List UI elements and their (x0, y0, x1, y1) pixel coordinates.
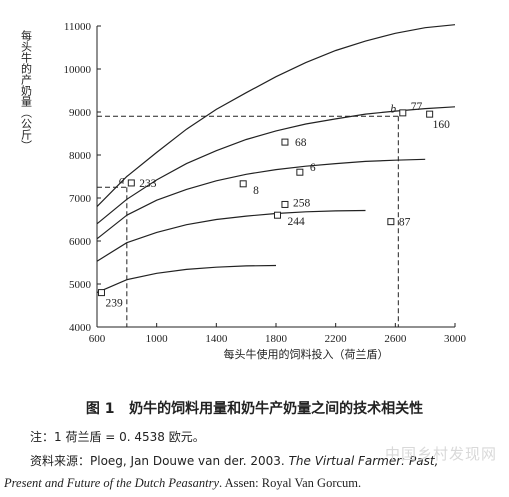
x-axis-label: 每头牛使用的饲料投入（荷兰盾） (224, 347, 389, 361)
figure-number: 图 1 (85, 401, 115, 417)
note: 注：1 荷兰盾 = 0. 4538 欧元。 (30, 430, 205, 444)
x-tick-label: 600 (89, 333, 106, 345)
data-point-label: 8 (253, 185, 259, 197)
data-point (239, 180, 247, 188)
x-tick-label: 3000 (444, 333, 467, 345)
y-tick-label: 11000 (64, 21, 92, 33)
y-tick-label: 9000 (69, 107, 92, 119)
x-tick-label: 1400 (205, 333, 228, 345)
data-point (273, 211, 281, 219)
curve-4 (96, 209, 366, 262)
curve-1 (96, 24, 456, 208)
data-point (127, 179, 135, 187)
chart: 4000 5000 6000 7000 8000 9000 10000 11000 600 100… (20, 21, 467, 361)
source-line-1: 资料来源：Ploeg, Jan Douwe van der. 2003. The… (30, 452, 438, 469)
y-tick-label: 10000 (64, 64, 92, 76)
data-point (426, 110, 434, 118)
data-point-label: 239 (105, 298, 123, 310)
y-axis-label: 每头牛的产奶量（公斤） (20, 29, 33, 151)
y-tick-label: 7000 (69, 193, 92, 205)
source-title-1: The Virtual Farmer: Past, (288, 454, 439, 468)
data-point-label: 87 (399, 217, 411, 229)
figure-title: 奶牛的饲料用量和奶牛产奶量之间的技术相关性 (129, 401, 424, 417)
data-point (387, 218, 395, 226)
y-tick-label: 8000 (69, 150, 92, 162)
x-tick-label: 2200 (325, 333, 348, 345)
source-suffix: . Assen: Royal Van Gorcum. (219, 476, 362, 490)
figure-caption: 图 1 奶牛的饲料用量和奶牛产奶量之间的技术相关性 (0, 398, 509, 418)
data-point-label: 6 (310, 162, 316, 174)
data-point (281, 138, 289, 146)
x-tick-label: 1000 (146, 333, 169, 345)
marker-label-b: b (390, 103, 396, 115)
curve-2 (96, 106, 456, 225)
data-point (281, 200, 289, 208)
data-point-label: 68 (295, 137, 307, 149)
data-point (97, 289, 105, 297)
y-tick-label: 6000 (69, 236, 92, 248)
source-prefix: 资料来源：Ploeg, Jan Douwe van der. 2003. (30, 454, 289, 468)
y-tick-label: 5000 (69, 279, 92, 291)
watermark: 中国乡村发现网 (384, 445, 497, 463)
data-point-label: 160 (433, 119, 451, 131)
x-tick-label: 1800 (265, 333, 288, 345)
data-point-label: 233 (139, 178, 157, 190)
marker-label-a: a (119, 174, 125, 186)
source-line-2: Present and Future of the Dutch Peasantr… (4, 476, 361, 491)
data-point (399, 109, 407, 117)
data-point-label: 244 (287, 216, 305, 228)
source-title-2: Present and Future of the Dutch Peasantr… (4, 476, 220, 490)
y-tick-label: 4000 (69, 322, 92, 334)
data-point (296, 168, 304, 176)
curve-3 (96, 158, 426, 240)
x-tick-label: 2600 (384, 333, 407, 345)
curve-5 (96, 264, 277, 294)
data-point-label: 258 (293, 197, 311, 209)
data-point-label: 77 (411, 101, 423, 113)
